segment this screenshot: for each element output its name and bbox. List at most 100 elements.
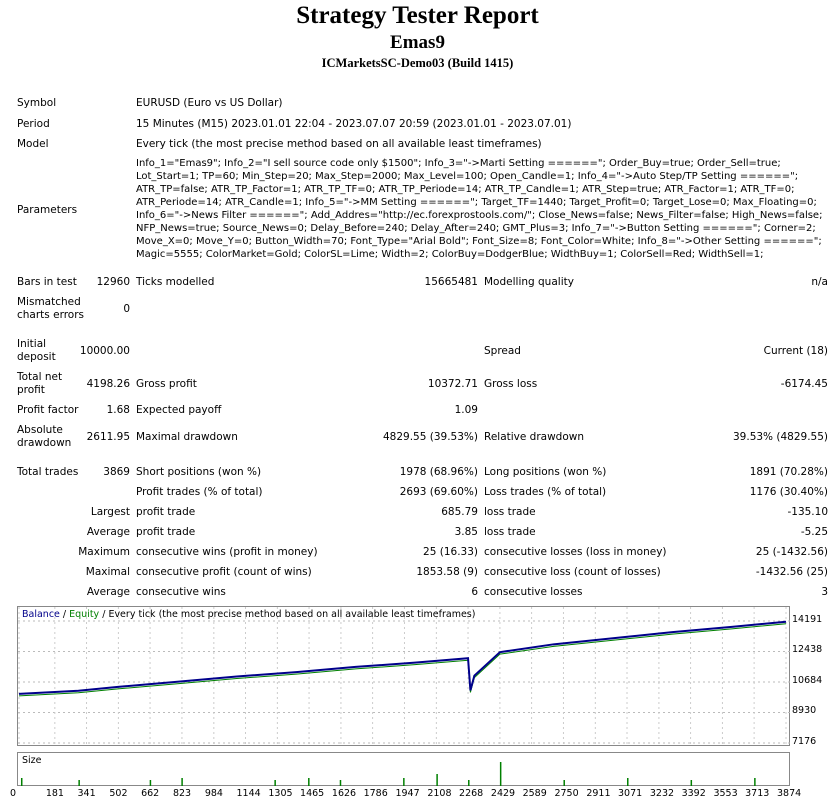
grossloss-label: Gross loss: [484, 378, 538, 390]
max-cw-value: 25 (16.33): [423, 546, 478, 558]
absdd-label: Absolute drawdown: [17, 424, 72, 449]
avg-cw-label: consecutive wins: [136, 586, 226, 598]
y-tick-label: 8930: [792, 705, 817, 717]
maximal-label: Maximal: [85, 566, 130, 578]
largest-loss-label: loss trade: [484, 506, 536, 518]
size-bar: [563, 780, 565, 786]
average2-label: Average: [86, 586, 130, 598]
y-tick-label: 12438: [792, 644, 823, 656]
avg-cl-label: consecutive losses: [484, 586, 583, 598]
netprofit-label: Total net profit: [17, 371, 63, 396]
y-tick-label: 7176: [792, 736, 817, 747]
x-tick-label: 3874: [777, 788, 802, 799]
spread-label: Spread: [484, 345, 521, 357]
largest-label: Largest: [90, 506, 130, 518]
pf-label: Profit factor: [17, 404, 79, 416]
ep-label: Expected payoff: [136, 404, 222, 416]
size-bar: [754, 778, 756, 786]
x-tick-label: 2750: [554, 788, 579, 799]
symbol-value: EURUSD (Euro vs US Dollar): [136, 97, 283, 109]
size-bar: [308, 778, 310, 786]
server-name: ICMarketsSC-Demo03 (Build 1415): [321, 56, 514, 70]
model-label: Model: [17, 138, 49, 150]
trades-label: Total trades: [17, 466, 79, 478]
size-bar: [20, 778, 23, 786]
deposit-value: 10000.00: [79, 345, 130, 357]
x-tick-label: 1626: [331, 788, 357, 799]
size-bar: [403, 778, 405, 786]
size-bar: [499, 762, 502, 786]
grossprofit-value: 10372.71: [427, 378, 478, 390]
mx-cp-label: consecutive profit (count of wins): [136, 566, 312, 578]
x-tick-label: 3553: [713, 788, 738, 799]
netprofit-value: 4198.26: [86, 378, 130, 390]
x-tick-label: 341: [77, 788, 96, 799]
ltrades-value: 1176 (30.40%): [749, 486, 828, 498]
grossprofit-label: Gross profit: [136, 378, 197, 390]
x-tick-label: 181: [45, 788, 64, 799]
report-title: Strategy Tester Report: [296, 2, 539, 29]
average-label: Average: [86, 526, 130, 538]
x-tick-label: 2589: [522, 788, 547, 799]
legend-balance: Balance: [22, 609, 60, 620]
largest-loss-value: -135.10: [787, 506, 828, 518]
x-tick-label: 3071: [618, 788, 643, 799]
size-bar: [436, 774, 438, 786]
maxdd-label: Maximal drawdown: [136, 431, 238, 443]
ptrades-value: 2693 (69.60%): [399, 486, 478, 498]
legend-model: Every tick (the most precise method base…: [108, 609, 476, 620]
size-chart-svg: [20, 762, 756, 786]
chart-legend: Balance / Equity / Every tick (the most …: [22, 609, 475, 620]
ticks-value: 15665481: [424, 276, 478, 288]
x-tick-label: 1947: [395, 788, 420, 799]
quality-label: Modelling quality: [484, 276, 574, 288]
x-tick-label: 2108: [427, 788, 452, 799]
size-chart: Size: [17, 752, 790, 786]
bars-value: 12960: [96, 276, 130, 288]
reldd-label: Relative drawdown: [484, 431, 585, 443]
x-tick-label: 823: [172, 788, 192, 799]
ptrades-label: Profit trades (% of total): [136, 486, 263, 498]
average-profit-value: 3.85: [454, 526, 478, 538]
size-bar: [690, 780, 693, 786]
avg-cw-value: 6: [471, 586, 478, 598]
y-tick-label: 14191: [792, 614, 823, 625]
balance-line: [18, 620, 787, 695]
x-tick-label: 1465: [300, 788, 325, 799]
largest-profit-label: profit trade: [136, 506, 196, 518]
ticks-label: Ticks modelled: [136, 276, 215, 288]
quality-value: n/a: [811, 276, 828, 288]
mismatch-label: Mismatched charts errors: [17, 296, 84, 321]
x-tick-label: 1144: [236, 788, 261, 799]
x-tick-label: 3392: [681, 788, 706, 799]
grossloss-value: -6174.45: [780, 378, 828, 390]
expert-name: Emas9: [390, 32, 445, 53]
max-cl-value: 25 (-1432.56): [755, 546, 828, 558]
size-bar: [274, 780, 276, 786]
x-tick-label: 2268: [459, 788, 484, 799]
avg-cl-value: 3: [821, 586, 828, 598]
balance-chart: [17, 606, 791, 747]
parameters-value: Info_1="Emas9"; Info_2="I sell source co…: [136, 158, 823, 260]
long-value: 1891 (70.28%): [749, 466, 828, 478]
largest-profit-value: 685.79: [441, 506, 478, 518]
period-value: 15 Minutes (M15) 2023.01.01 22:04 - 2023…: [136, 118, 572, 130]
x-tick-label: 3713: [745, 788, 770, 799]
x-tick-label: 502: [109, 788, 128, 799]
mx-cl-label: consecutive loss (count of losses): [484, 566, 661, 578]
x-tick-label: 984: [204, 788, 223, 799]
trades-value: 3869: [103, 466, 130, 478]
max-cw-label: consecutive wins (profit in money): [136, 546, 318, 558]
x-tick-label: 1786: [363, 788, 388, 799]
balance-chart-svg: [18, 607, 791, 747]
size-bar: [627, 778, 629, 786]
mismatch-value: 0: [123, 303, 130, 315]
x-tick-label: 2429: [490, 788, 516, 799]
size-bar: [149, 780, 152, 786]
parameters-label: Parameters: [17, 204, 78, 216]
reldd-value: 39.53% (4829.55): [733, 431, 828, 443]
maxdd-value: 4829.55 (39.53%): [383, 431, 478, 443]
ep-value: 1.09: [454, 404, 478, 416]
average-loss-value: -5.25: [800, 526, 828, 538]
mx-cl-value: -1432.56 (25): [755, 566, 828, 578]
